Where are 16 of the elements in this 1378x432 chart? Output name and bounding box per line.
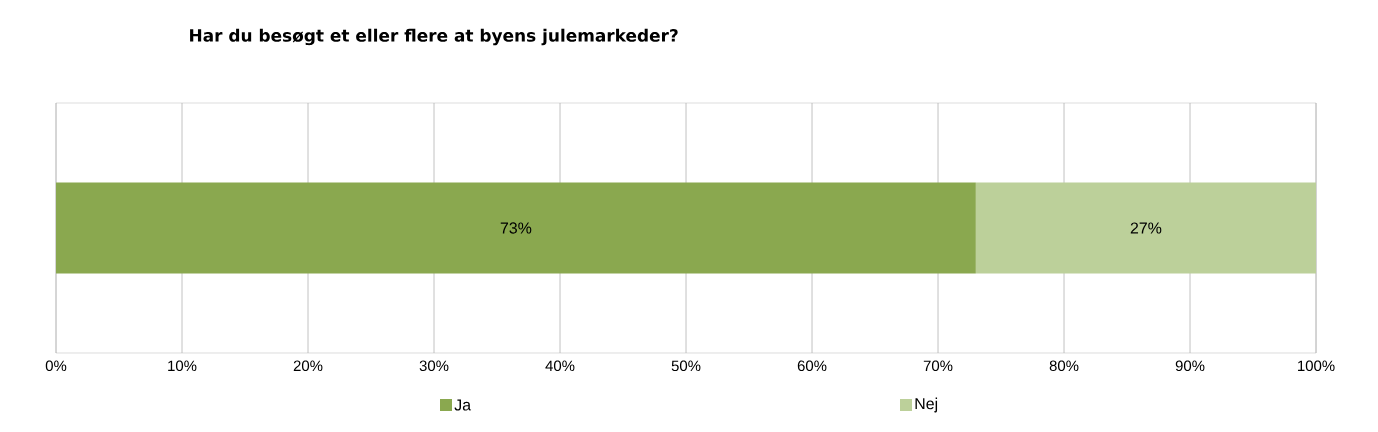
x-tick-label: 30%: [419, 360, 449, 372]
chart-title: Har du besøgt et eller flere at byens julemarkeder?: [190, 28, 678, 46]
x-tick-label: 20%: [293, 360, 323, 372]
x-tick-label: 0%: [45, 360, 67, 372]
x-tick-label: 100%: [1298, 360, 1335, 372]
x-tick-label: 70%: [923, 360, 953, 372]
legend-label: Ja: [454, 399, 472, 411]
x-tick-label: 40%: [545, 360, 575, 372]
x-tick-label: 50%: [671, 360, 701, 372]
x-tick-label: 90%: [1175, 360, 1205, 372]
x-tick-label: 10%: [168, 360, 197, 372]
data-label: 27%: [1130, 222, 1162, 234]
x-tick-label: 60%: [797, 360, 827, 372]
x-tick-label: 80%: [1049, 360, 1079, 372]
legend-label: Nej: [915, 397, 938, 413]
data-label: 73%: [500, 222, 532, 234]
